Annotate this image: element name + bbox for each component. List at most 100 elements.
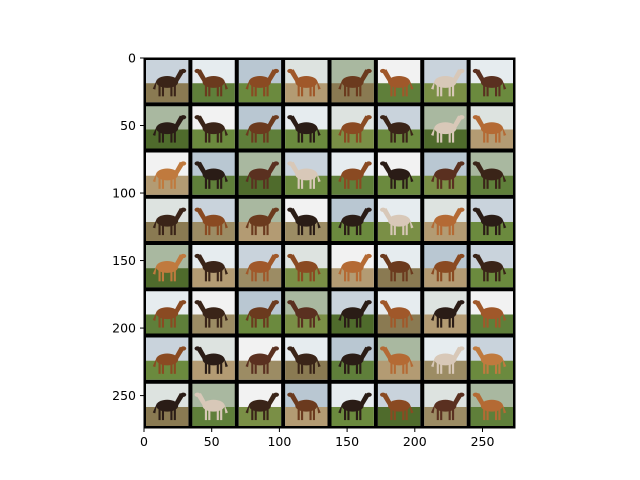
horse-image-tile: [238, 152, 282, 195]
horse-silhouette: [472, 346, 507, 374]
horse-silhouette: [194, 392, 228, 421]
tile-ground: [238, 268, 282, 288]
tile-ground: [424, 83, 467, 103]
tile-ground: [146, 406, 189, 426]
horse-silhouette: [287, 115, 321, 143]
tile-ground: [424, 314, 467, 334]
horse-silhouette: [338, 115, 372, 143]
tile-ground: [470, 175, 513, 195]
tile-ground: [285, 129, 328, 149]
tile-ground: [285, 360, 328, 380]
horse-image-tile: [192, 383, 235, 426]
horse-silhouette: [194, 346, 228, 374]
tile-ground: [377, 314, 421, 334]
horse-silhouette: [194, 207, 228, 236]
horse-silhouette: [152, 207, 187, 236]
tile-ground: [238, 129, 282, 149]
tile-ground: [377, 83, 421, 103]
horse-silhouette: [338, 161, 372, 189]
horse-image-tile: [470, 337, 513, 380]
horse-silhouette: [379, 300, 414, 328]
horse-image-tile: [470, 245, 513, 288]
horse-image-tile: [470, 106, 513, 149]
tile-ground: [470, 221, 513, 241]
horse-silhouette: [152, 161, 187, 189]
tile-ground: [470, 406, 513, 426]
y-tick-label: 200: [112, 321, 136, 336]
horse-silhouette: [472, 300, 507, 328]
horse-silhouette: [287, 68, 321, 97]
horse-image-tile: [192, 337, 235, 380]
horse-image-tile: [285, 152, 328, 195]
horse-image-tile: [146, 152, 189, 195]
x-tick-label: 200: [403, 434, 427, 449]
horse-image-tile: [424, 198, 467, 241]
horse-image-tile: [377, 198, 421, 241]
tile-ground: [424, 360, 467, 380]
tile-ground: [424, 129, 467, 149]
horse-silhouette: [152, 392, 187, 421]
horse-silhouette: [245, 68, 280, 97]
horse-image-tile: [192, 291, 235, 334]
tile-ground: [146, 83, 189, 103]
horse-silhouette: [287, 300, 321, 328]
horse-silhouette: [245, 300, 280, 328]
x-tick-label: 150: [335, 434, 359, 449]
tile-ground: [377, 129, 421, 149]
horse-image-tile: [285, 383, 328, 426]
horse-silhouette: [152, 346, 187, 374]
horse-silhouette: [287, 392, 321, 421]
tile-ground: [424, 221, 467, 241]
horse-image-tile: [377, 60, 421, 103]
horse-silhouette: [152, 300, 187, 328]
horse-silhouette: [379, 161, 414, 189]
horse-image-tile: [146, 383, 189, 426]
tile-ground: [470, 360, 513, 380]
horse-image-tile: [377, 245, 421, 288]
horse-silhouette: [287, 207, 321, 236]
horse-silhouette: [194, 253, 228, 282]
y-tick-label: 50: [120, 118, 136, 133]
tile-ground: [377, 406, 421, 426]
horse-silhouette: [287, 346, 321, 374]
tile-ground: [192, 406, 235, 426]
horse-image-tile: [238, 337, 282, 380]
horse-image-tile: [331, 291, 374, 334]
tile-ground: [238, 221, 282, 241]
horse-silhouette: [152, 68, 187, 97]
horse-silhouette: [194, 300, 228, 328]
horse-silhouette: [431, 207, 465, 236]
horse-silhouette: [379, 392, 414, 421]
horse-image-tile: [146, 291, 189, 334]
horse-image-tile: [424, 152, 467, 195]
tile-ground: [331, 221, 374, 241]
horse-silhouette: [338, 392, 372, 421]
tile-ground: [146, 175, 189, 195]
horse-silhouette: [194, 68, 228, 97]
horse-image-tile: [377, 383, 421, 426]
horse-silhouette: [431, 346, 465, 374]
horse-image-tile: [146, 60, 189, 103]
y-tick-label: 250: [112, 388, 136, 403]
tile-ground: [192, 221, 235, 241]
horse-image-tile: [377, 337, 421, 380]
horse-image-tile: [146, 337, 189, 380]
y-axis: 0 50 100 150 200 250: [112, 51, 144, 403]
horse-image-tile: [424, 337, 467, 380]
x-tick-label: 250: [471, 434, 495, 449]
tile-ground: [331, 175, 374, 195]
horse-image-tile: [470, 152, 513, 195]
x-tick-label: 50: [204, 434, 220, 449]
horse-silhouette: [431, 392, 465, 421]
horse-silhouette: [431, 115, 465, 143]
horse-silhouette: [338, 253, 372, 282]
tile-ground: [331, 406, 374, 426]
horse-silhouette: [152, 253, 187, 282]
tile-ground: [377, 360, 421, 380]
y-tick-label: 100: [112, 186, 136, 201]
tile-ground: [331, 360, 374, 380]
horse-image-tile: [146, 198, 189, 241]
horse-silhouette: [338, 68, 372, 97]
horse-image-tile: [424, 245, 467, 288]
horse-image-tile: [192, 245, 235, 288]
